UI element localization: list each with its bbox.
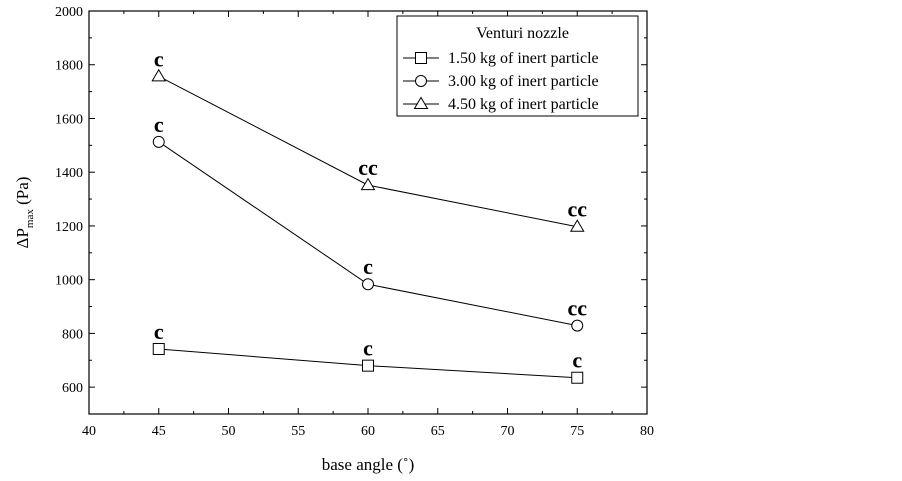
- legend-label: 3.00 kg of inert particle: [448, 73, 599, 90]
- y-axis-title: ΔPmax (Pa): [13, 177, 36, 249]
- data-point-triangle: [360, 177, 376, 191]
- y-tick-label: 1200: [55, 220, 83, 235]
- point-annotation: c: [363, 254, 373, 279]
- data-point-square: [362, 359, 374, 372]
- x-axis-title: base angle (˚): [322, 455, 415, 474]
- y-tick-label: 600: [62, 381, 83, 396]
- x-tick-label: 60: [361, 424, 375, 439]
- data-point-circle: [571, 319, 584, 332]
- legend-box: [396, 15, 639, 117]
- point-annotation: cc: [567, 296, 587, 321]
- legend-label: 4.50 kg of inert particle: [448, 96, 599, 113]
- x-tick-label: 55: [291, 424, 305, 439]
- x-tick-label: 45: [152, 424, 166, 439]
- data-point-square: [152, 342, 165, 355]
- y-tick-label: 1000: [55, 274, 83, 289]
- legend-marker-square: [415, 52, 427, 64]
- data-point-square: [571, 371, 584, 384]
- data-point-triangle: [569, 219, 585, 232]
- y-tick-label: 1400: [55, 166, 83, 181]
- y-tick-label: 1800: [55, 59, 83, 74]
- data-point-circle: [362, 278, 374, 291]
- x-tick-label: 65: [431, 424, 445, 439]
- x-tick-label: 70: [501, 424, 515, 439]
- x-tick-label: 80: [640, 424, 654, 439]
- point-annotation: c: [363, 336, 373, 361]
- data-point-circle: [152, 135, 165, 148]
- point-annotation: c: [572, 348, 582, 373]
- point-annotation: cc: [358, 155, 378, 180]
- data-point-triangle: [151, 68, 167, 82]
- x-tick-label: 50: [222, 424, 236, 439]
- x-tick-label: 40: [82, 424, 96, 439]
- y-tick-label: 2000: [55, 5, 83, 20]
- legend-marker-circle: [415, 75, 427, 87]
- y-tick-label: 800: [62, 327, 83, 342]
- point-annotation: c: [154, 46, 164, 71]
- legend-marker-triangle: [413, 96, 429, 110]
- legend-title: Venturi nozzle: [476, 25, 569, 42]
- point-annotation: c: [154, 319, 164, 344]
- legend-label: 1.50 kg of inert particle: [448, 50, 599, 67]
- point-annotation: c: [154, 112, 164, 137]
- y-tick-label: 1600: [55, 112, 83, 127]
- x-tick-label: 75: [570, 424, 584, 439]
- point-annotation: cc: [567, 197, 587, 222]
